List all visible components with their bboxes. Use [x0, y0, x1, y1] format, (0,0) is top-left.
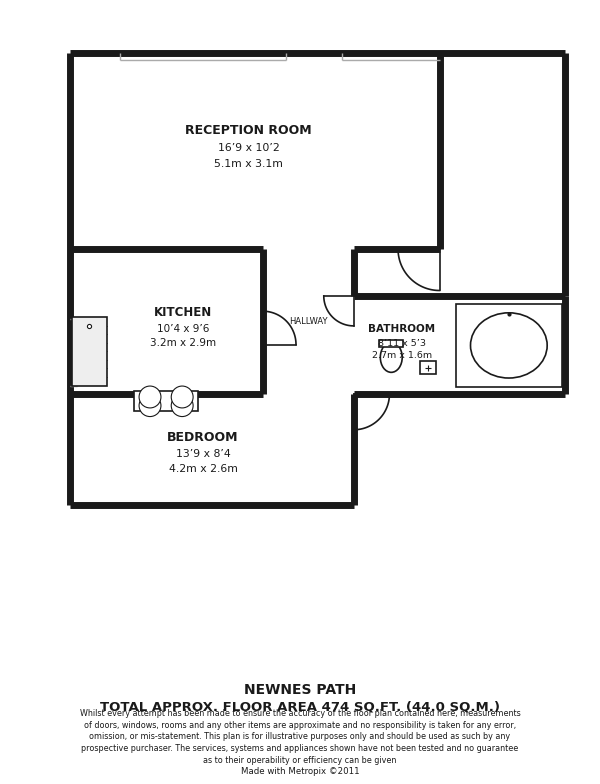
Circle shape [171, 394, 193, 416]
Text: Made with Metropix ©2011: Made with Metropix ©2011 [241, 767, 359, 776]
Text: 8’11 x 5’3: 8’11 x 5’3 [378, 339, 426, 348]
Text: NEWNES PATH: NEWNES PATH [244, 683, 356, 697]
Ellipse shape [470, 313, 547, 378]
Text: 5.1m x 3.1m: 5.1m x 3.1m [214, 159, 283, 169]
Circle shape [139, 394, 161, 416]
Text: BATHROOM: BATHROOM [368, 325, 436, 335]
Text: 13’9 x 8’4: 13’9 x 8’4 [176, 449, 230, 459]
Text: 3.2m x 2.9m: 3.2m x 2.9m [151, 339, 217, 348]
Text: BEDROOM: BEDROOM [167, 431, 239, 445]
Ellipse shape [380, 343, 402, 372]
Text: 4.2m x 2.6m: 4.2m x 2.6m [169, 464, 238, 474]
Text: KITCHEN: KITCHEN [154, 307, 212, 319]
Text: Whilst every attempt has been made to ensure the accuracy of the floor plan cont: Whilst every attempt has been made to en… [80, 709, 520, 765]
Bar [379, 340, 403, 347]
Circle shape [139, 386, 161, 408]
Bar [455, 303, 562, 387]
Bar [72, 318, 107, 386]
Text: 16’9 x 10’2: 16’9 x 10’2 [218, 143, 280, 153]
Text: 2.7m x 1.6m: 2.7m x 1.6m [372, 351, 432, 361]
Text: RECEPTION ROOM: RECEPTION ROOM [185, 124, 312, 137]
Bar [420, 361, 436, 375]
Text: 10’4 x 9’6: 10’4 x 9’6 [157, 324, 209, 334]
Circle shape [171, 386, 193, 408]
Bar [134, 391, 198, 411]
Text: HALLWAY: HALLWAY [289, 317, 328, 326]
Text: TOTAL APPROX. FLOOR AREA 474 SQ.FT. (44.0 SQ.M.): TOTAL APPROX. FLOOR AREA 474 SQ.FT. (44.… [100, 701, 500, 713]
